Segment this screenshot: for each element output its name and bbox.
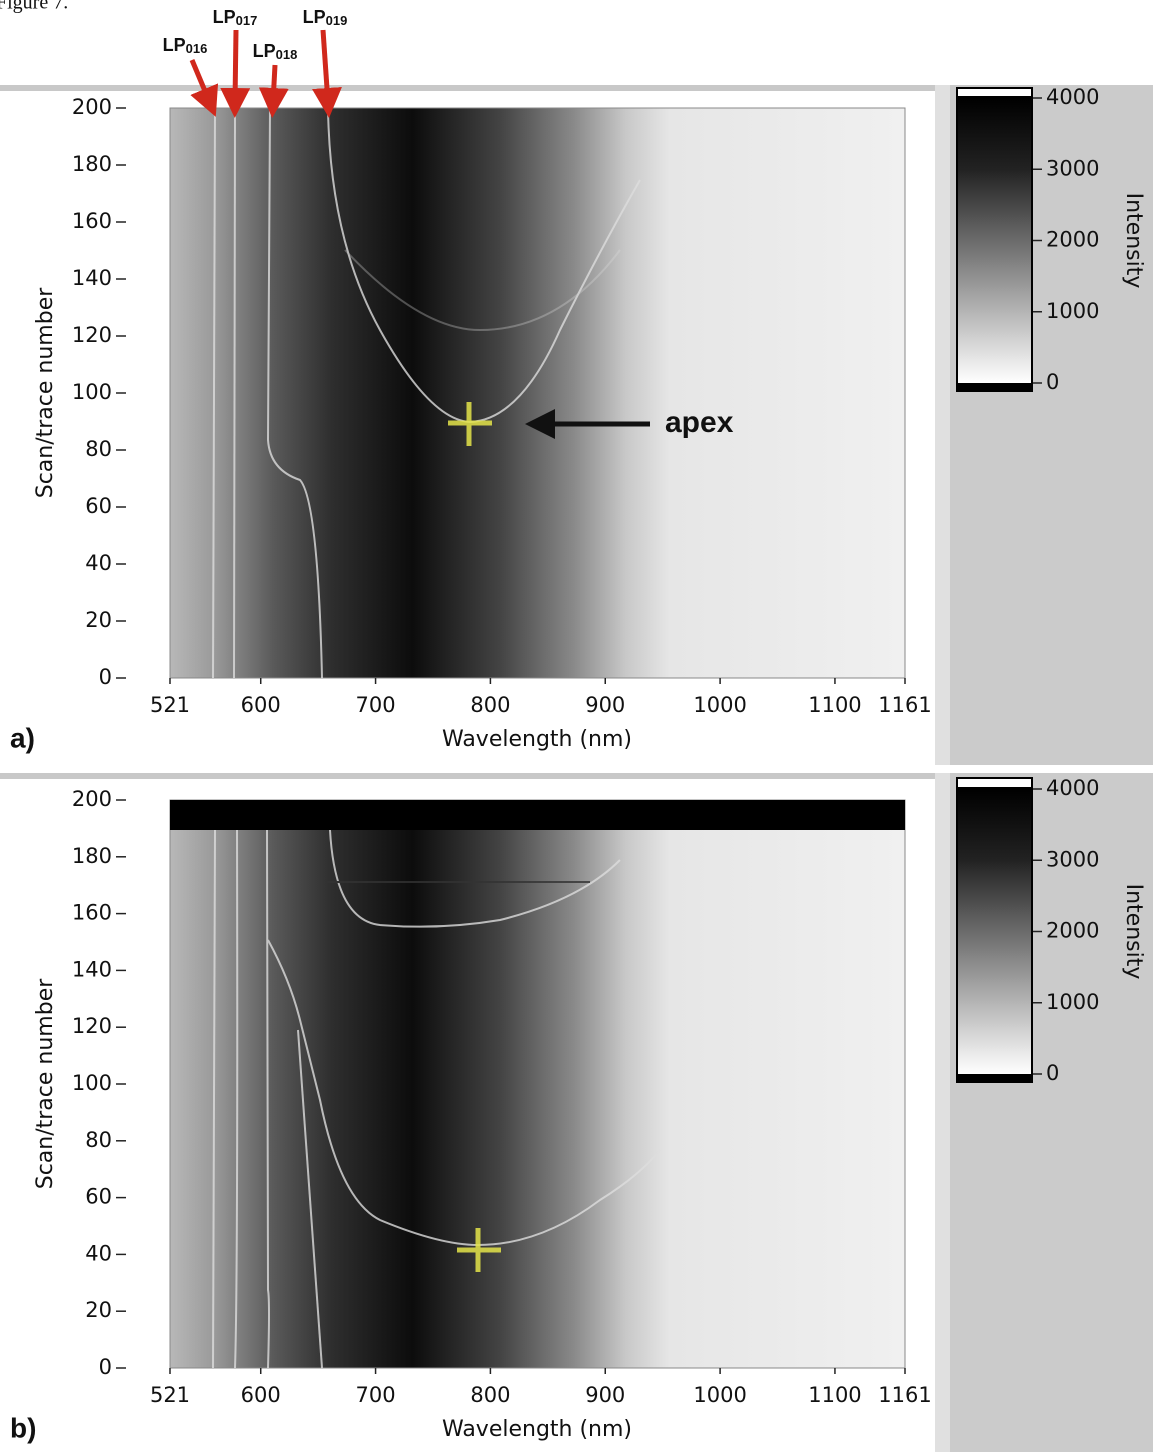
- colorbar-tick-label: 2000: [1046, 228, 1099, 252]
- y-tick-label: 20: [85, 1298, 112, 1322]
- colorbar-label: Intensity: [1121, 884, 1146, 980]
- marker-label: LP017: [213, 7, 258, 29]
- colorbar-tick-label: 0: [1046, 370, 1059, 394]
- y-tick-label: 180: [72, 844, 112, 868]
- marker-subscript: 016: [186, 41, 208, 56]
- y-tick-label: 120: [72, 1014, 112, 1038]
- y-tick-label: 40: [85, 551, 112, 575]
- x-tick-label: 600: [241, 1383, 281, 1407]
- y-tick-label: 40: [85, 1241, 112, 1265]
- x-tick-label: 800: [470, 693, 510, 717]
- x-tick-label: 1161: [878, 1383, 931, 1407]
- colorbar-top: [958, 779, 1031, 787]
- heatmap-a: [169, 107, 906, 679]
- x-axis-label: Wavelength (nm): [442, 1417, 632, 1442]
- y-tick-label: 20: [85, 608, 112, 632]
- x-axis-label: Wavelength (nm): [442, 727, 632, 752]
- marker-prefix: LP: [253, 41, 276, 61]
- y-tick-label: 160: [72, 901, 112, 925]
- colorbar-top: [958, 89, 1031, 96]
- y-tick-label: 80: [85, 1128, 112, 1152]
- x-tick-label: 900: [585, 1383, 625, 1407]
- colorbar-tick-label: 1000: [1046, 299, 1099, 323]
- y-axis-label: Scan/trace number: [33, 978, 58, 1189]
- y-tick-label: 120: [72, 323, 112, 347]
- x-tick-label: 521: [150, 693, 190, 717]
- y-tick-label: 100: [72, 380, 112, 404]
- x-tick-label: 600: [241, 693, 281, 717]
- marker-prefix: LP: [213, 7, 236, 27]
- marker-prefix: LP: [163, 35, 186, 55]
- colorbar: [958, 789, 1031, 1074]
- panel-label: b): [10, 1412, 36, 1443]
- x-tick-label: 1100: [808, 693, 861, 717]
- x-tick-label: 1000: [693, 693, 746, 717]
- marker-arrows: [189, 29, 342, 118]
- x-tick-label: 1100: [808, 1383, 861, 1407]
- colorbar-tick-label: 4000: [1046, 776, 1099, 800]
- y-tick-label: 60: [85, 1185, 112, 1209]
- marker-subscript: 019: [326, 13, 348, 28]
- y-tick-label: 160: [72, 209, 112, 233]
- marker-subscript: 017: [236, 13, 258, 28]
- annotation: apex: [665, 406, 734, 439]
- y-tick-label: 140: [72, 957, 112, 981]
- heatmap-b: [169, 799, 906, 1369]
- marker-prefix: LP: [303, 7, 326, 27]
- marker-label: LP019: [303, 7, 348, 29]
- x-tick-label: 800: [470, 1383, 510, 1407]
- x-tick-label: 700: [356, 693, 396, 717]
- colorbar-tick-label: 4000: [1046, 85, 1099, 109]
- y-tick-label: 200: [72, 787, 112, 811]
- colorbar-tick-label: 2000: [1046, 919, 1099, 943]
- y-tick-label: 60: [85, 494, 112, 518]
- y-tick-label: 140: [72, 266, 112, 290]
- x-tick-label: 1161: [878, 693, 931, 717]
- colorbar-tick-label: 3000: [1046, 156, 1099, 180]
- colorbar-label: Intensity: [1121, 193, 1146, 289]
- x-tick-label: 700: [356, 1383, 396, 1407]
- marker-subscript: 018: [276, 47, 298, 62]
- y-tick-label: 180: [72, 152, 112, 176]
- x-tick-label: 900: [585, 693, 625, 717]
- y-tick-label: 0: [99, 665, 112, 689]
- colorbar: [958, 98, 1031, 383]
- y-axis-label: Scan/trace number: [33, 287, 58, 498]
- caption: Figure 7.: [0, 0, 68, 14]
- y-tick-label: 100: [72, 1071, 112, 1095]
- y-tick-label: 80: [85, 437, 112, 461]
- colorbar-tick-label: 3000: [1046, 847, 1099, 871]
- y-tick-label: 0: [99, 1355, 112, 1379]
- marker-label: LP016: [163, 35, 208, 57]
- panel-label: a): [10, 722, 35, 753]
- colorbar-tick-label: 1000: [1046, 990, 1099, 1014]
- x-tick-label: 521: [150, 1383, 190, 1407]
- colorbar-tick-label: 0: [1046, 1061, 1059, 1085]
- x-tick-label: 1000: [693, 1383, 746, 1407]
- marker-label: LP018: [253, 41, 298, 63]
- y-tick-label: 200: [72, 95, 112, 119]
